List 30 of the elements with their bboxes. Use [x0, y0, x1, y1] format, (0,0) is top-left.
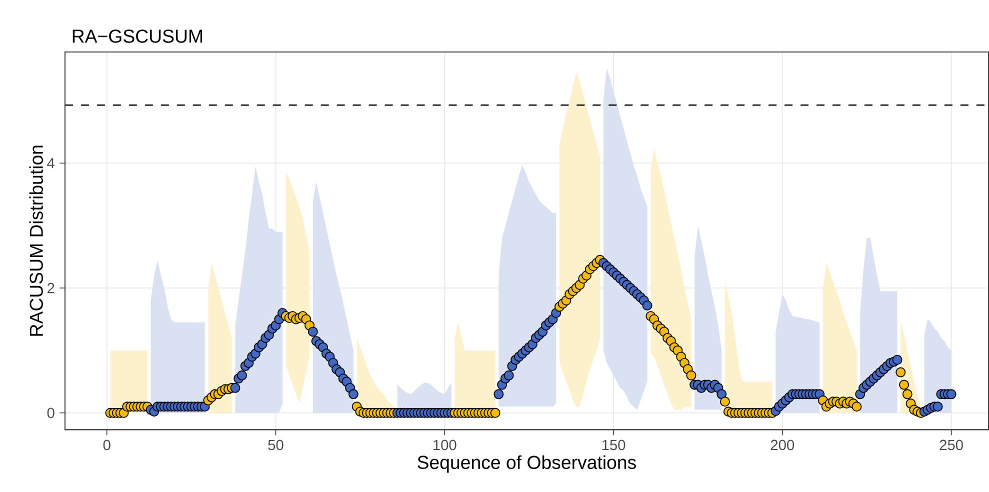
- chart-title: RA−GSCUSUM: [72, 30, 202, 43]
- point: [504, 370, 514, 381]
- x-tick-label: 200: [770, 440, 794, 450]
- point: [494, 389, 504, 400]
- x-tick-label: 0: [103, 440, 110, 450]
- point: [686, 370, 696, 381]
- point: [348, 389, 358, 400]
- point: [899, 380, 910, 390]
- y-tick-label: 4: [47, 158, 54, 168]
- point: [896, 367, 906, 378]
- x-axis-title: Sequence of Observations: [418, 455, 636, 473]
- y-axis-title: RACUSUM Distribution: [29, 146, 43, 336]
- y-tick-label: 2: [48, 283, 54, 294]
- point: [946, 389, 956, 400]
- point: [236, 370, 247, 381]
- point: [932, 402, 943, 412]
- point: [852, 402, 862, 412]
- point: [892, 354, 902, 365]
- point: [720, 396, 730, 407]
- x-tick-label: 150: [602, 440, 626, 450]
- point: [716, 389, 727, 400]
- point: [642, 300, 652, 311]
- point: [902, 389, 912, 400]
- point: [490, 408, 500, 418]
- x-tick-label: 250: [940, 440, 963, 450]
- x-tick-label: 50: [268, 440, 284, 450]
- x-tick-label: 100: [434, 440, 456, 450]
- y-tick-label: 0: [47, 408, 54, 418]
- point: [230, 383, 240, 394]
- point: [308, 326, 318, 337]
